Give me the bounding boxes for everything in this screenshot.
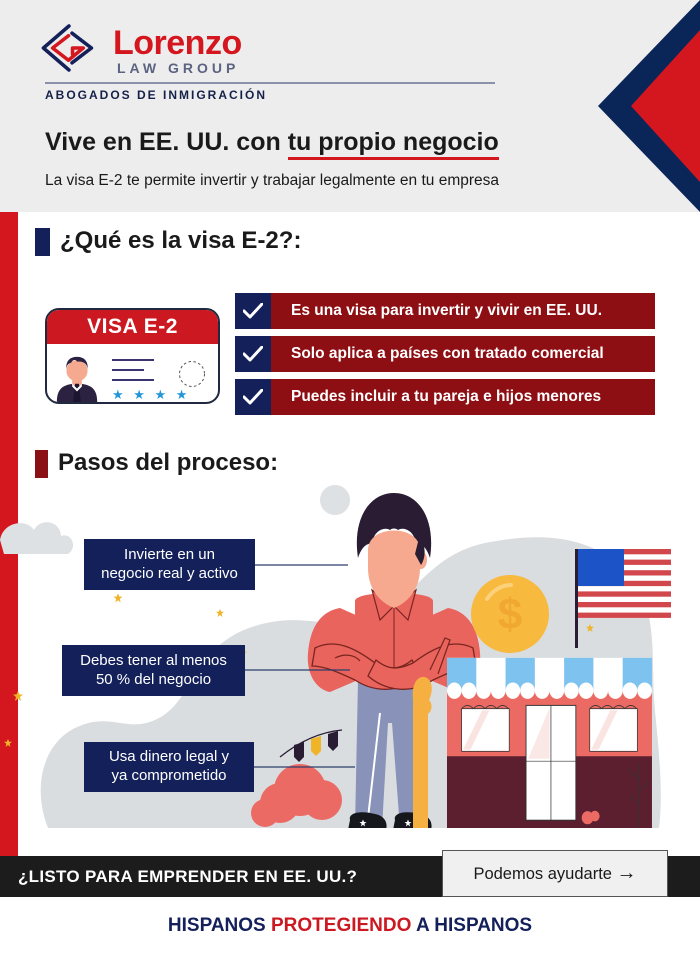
svg-text:$: $ <box>498 590 522 639</box>
